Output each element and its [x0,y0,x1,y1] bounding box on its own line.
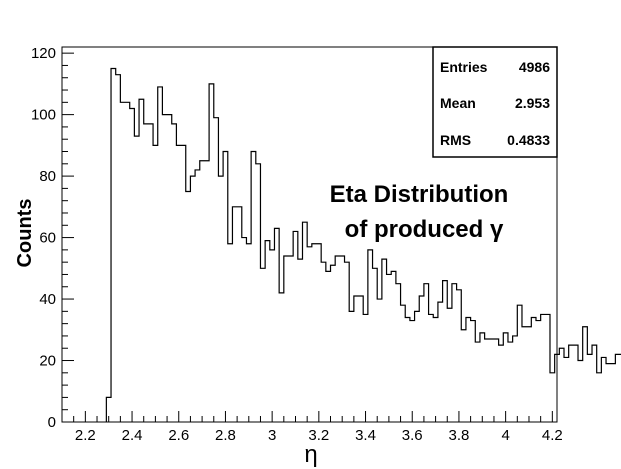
x-tick-label: 3 [268,427,276,444]
x-axis-label: η [304,441,317,468]
annotation-title-line2: of produced γ [345,216,504,243]
x-tick-label: 3.6 [402,427,423,444]
x-tick-label: 3.2 [308,427,329,444]
x-tick-label: 2.8 [215,427,236,444]
y-tick-label: 100 [31,107,56,124]
stats-mean-label: Mean [440,95,476,111]
stats-rms-label: RMS [440,132,471,148]
plot-frame [61,46,558,423]
y-axis-label: Counts [14,199,36,268]
x-tick-label: 2.2 [75,427,96,444]
x-tick-label: 3.4 [355,427,376,444]
histogram-series-line [105,67,621,422]
y-tick-label: 40 [39,291,56,308]
y-axis-ticks [62,52,74,423]
y-tick-label: 80 [39,168,56,185]
y-axis-tick-labels: 0 20 40 60 80 100 120 [31,45,56,431]
x-tick-label: 2.6 [168,427,189,444]
y-tick-label: 60 [39,230,56,247]
stats-entries-label: Entries [440,59,488,75]
x-tick-label: 3.8 [449,427,470,444]
stats-entries-value: 4986 [519,59,550,75]
x-axis-ticks [61,411,553,422]
y-tick-label: 120 [31,45,56,62]
x-axis-tick-labels: 2.2 2.4 2.6 2.8 3 3.2 3.4 3.6 3.8 4 4.2 [75,427,563,444]
stats-box: Entries 4986 Mean 2.953 RMS 0.4833 [432,46,558,158]
y-tick-label: 0 [48,414,56,431]
stats-mean-value: 2.953 [515,95,550,111]
annotation-title-line1: Eta Distribution [330,181,509,208]
stats-box-frame [432,46,558,158]
x-tick-label: 4.2 [542,427,563,444]
y-tick-label: 20 [39,353,56,370]
x-tick-label: 2.4 [122,427,143,444]
x-tick-label: 4 [501,427,509,444]
stats-rms-value: 0.4833 [507,132,550,148]
